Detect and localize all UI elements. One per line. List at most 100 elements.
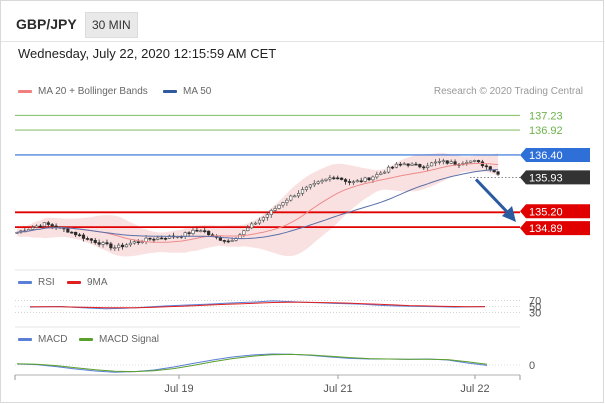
candle-body bbox=[207, 230, 211, 236]
candle-body bbox=[191, 229, 195, 234]
candle-body bbox=[222, 240, 226, 242]
candle-body bbox=[390, 166, 395, 169]
candle-body bbox=[386, 166, 391, 173]
candle-body bbox=[433, 161, 438, 164]
candle-body bbox=[273, 208, 277, 211]
level-tag-label: 137.23 bbox=[529, 110, 563, 122]
candle-body bbox=[160, 237, 164, 240]
candle-body bbox=[308, 184, 312, 188]
legend-9ma: 9MA bbox=[67, 277, 108, 288]
candle-body bbox=[89, 238, 93, 241]
x-tick-label: Jul 21 bbox=[323, 383, 352, 395]
x-axis: Jul 19 Jul 21 Jul 22 bbox=[14, 374, 521, 395]
candle-body bbox=[128, 242, 133, 246]
candle-body bbox=[394, 163, 398, 168]
legend-swatch bbox=[18, 281, 32, 284]
candle-body bbox=[46, 222, 50, 225]
candle-body bbox=[437, 160, 442, 163]
x-tick-label: Jul 19 bbox=[164, 383, 193, 395]
candle-body bbox=[136, 241, 140, 244]
candle-body bbox=[320, 180, 324, 183]
candle-body bbox=[379, 172, 383, 175]
candle-body bbox=[402, 163, 406, 166]
rsi-line bbox=[29, 300, 486, 310]
timeframe-selector[interactable]: 30 MIN bbox=[85, 12, 138, 38]
candle-body bbox=[359, 180, 363, 183]
candle-body bbox=[230, 240, 234, 242]
level-tag-bg bbox=[520, 221, 590, 236]
candle-body bbox=[465, 162, 469, 164]
candle-body bbox=[300, 189, 305, 194]
candle-body bbox=[340, 177, 344, 180]
level-tag-label: 136.40 bbox=[529, 150, 563, 162]
level-tag-label: 135.20 bbox=[529, 206, 563, 218]
candle-body bbox=[293, 195, 297, 198]
macd-tick-label: 0 bbox=[529, 360, 535, 372]
candle-body bbox=[375, 174, 379, 178]
legend-macd: MACD bbox=[18, 334, 67, 345]
timestamp: Wednesday, July 22, 2020 12:15:59 AM CET bbox=[18, 46, 277, 61]
legend-label: RSI bbox=[38, 277, 55, 288]
candle-body bbox=[336, 177, 340, 180]
legend-label: MACD Signal bbox=[99, 334, 160, 345]
candle-body bbox=[484, 165, 488, 168]
candle-body bbox=[492, 169, 496, 173]
candle-body bbox=[281, 202, 285, 206]
candle-body bbox=[81, 234, 86, 239]
candle-body bbox=[418, 164, 422, 168]
candle-body bbox=[257, 219, 262, 224]
candle-body bbox=[97, 242, 101, 245]
rsi-tick-label: 50 bbox=[529, 302, 541, 314]
candle-body bbox=[289, 195, 293, 201]
candle-body bbox=[187, 232, 191, 234]
rsi-tick-label: 70 bbox=[529, 295, 541, 307]
candle-body bbox=[42, 222, 46, 227]
candle-body bbox=[304, 186, 309, 190]
macd-panel: 0 bbox=[15, 353, 535, 373]
candle-body bbox=[406, 163, 410, 166]
candle-body bbox=[148, 237, 152, 240]
legend-ma50: MA 50 bbox=[163, 86, 211, 97]
candle-body bbox=[316, 181, 320, 184]
ma50-line bbox=[16, 169, 499, 240]
candle-body bbox=[74, 231, 78, 236]
candle-body bbox=[156, 237, 160, 240]
legend-swatch bbox=[18, 338, 32, 341]
chart-header: GBP/JPY 30 MIN bbox=[1, 1, 605, 42]
candle-body bbox=[93, 240, 97, 243]
candle-body bbox=[226, 240, 230, 243]
candle-body bbox=[332, 177, 336, 180]
candle-body bbox=[269, 210, 273, 215]
currency-pair: GBP/JPY bbox=[16, 16, 77, 32]
level-tags: 137.23 136.92 136.40 135.93 135.20 134.89 bbox=[520, 110, 590, 236]
candle-body bbox=[426, 165, 430, 168]
legend-swatch bbox=[18, 90, 32, 93]
research-credit: Research © 2020 Trading Central bbox=[433, 86, 583, 97]
candle-body bbox=[285, 199, 289, 203]
candle-body bbox=[383, 171, 387, 174]
candle-body bbox=[70, 231, 74, 234]
candle-body bbox=[261, 217, 266, 221]
candles bbox=[15, 158, 500, 252]
candle-body bbox=[164, 237, 168, 240]
candle-body bbox=[85, 238, 90, 240]
candle-body bbox=[363, 177, 367, 182]
level-tag-label: 134.89 bbox=[529, 223, 563, 235]
candle-body bbox=[410, 163, 414, 166]
candle-body bbox=[101, 242, 105, 245]
candle-body bbox=[476, 160, 481, 163]
candle-body bbox=[371, 176, 375, 181]
legend-macd-signal: MACD Signal bbox=[79, 334, 159, 345]
candle-body bbox=[414, 163, 418, 166]
candle-body bbox=[449, 161, 453, 164]
rsi-9ma-line bbox=[30, 301, 485, 309]
candle-body bbox=[50, 224, 54, 227]
candle-body bbox=[105, 242, 109, 245]
level-tag-bg bbox=[520, 204, 590, 219]
candle-body bbox=[277, 204, 281, 209]
legend-swatch bbox=[163, 90, 177, 93]
candle-body bbox=[152, 238, 156, 241]
candle-body bbox=[445, 160, 449, 164]
candle-body bbox=[121, 244, 125, 248]
